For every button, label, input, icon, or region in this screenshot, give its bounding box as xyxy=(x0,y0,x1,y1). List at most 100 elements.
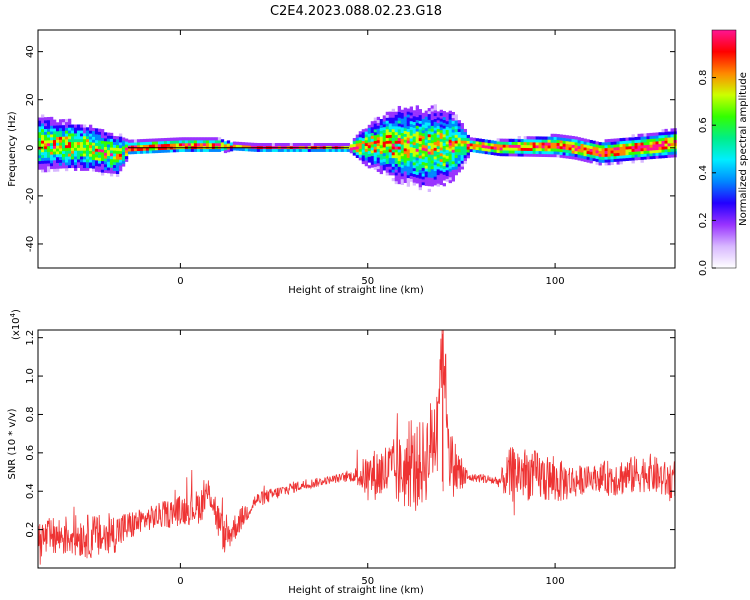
spectrogram-cell xyxy=(433,147,437,151)
spectrogram-cell xyxy=(649,147,653,151)
spectrogram-cell xyxy=(517,144,521,148)
spectrogram-cell xyxy=(61,150,66,154)
spectrogram-cell xyxy=(439,153,443,157)
spectrogram-cell xyxy=(403,165,408,169)
spectrogram-cell xyxy=(235,144,240,148)
spectrogram-cell xyxy=(424,162,428,166)
spectrogram-cell xyxy=(433,112,437,117)
spectrogram-cell xyxy=(73,136,78,140)
spectrogram-cell xyxy=(529,136,533,140)
spectrogram-cell xyxy=(403,179,408,183)
spectrogram-cell xyxy=(55,148,60,152)
spectrogram-cell xyxy=(133,148,138,152)
spectrogram-cell xyxy=(385,143,390,147)
spectrogram-cell xyxy=(373,123,378,127)
spectrogram-cell xyxy=(382,152,387,157)
spectrogram-cell xyxy=(631,148,635,152)
spectrogram-cell xyxy=(406,154,411,158)
spectrogram-cell xyxy=(67,121,72,125)
spectrogram-cell xyxy=(97,140,102,144)
spectrogram-cell xyxy=(655,143,659,148)
spectrogram-cell xyxy=(637,136,641,140)
spectrogram-cell xyxy=(97,151,102,155)
spectrogram-cell xyxy=(613,138,617,142)
spectrogram-cell xyxy=(427,148,431,152)
spectrogram-cell xyxy=(442,183,446,187)
spectrogram-cell xyxy=(379,162,384,166)
spectrogram-cell xyxy=(397,146,402,150)
spectrogram-cell xyxy=(370,150,375,154)
spectrogram-cell xyxy=(211,142,216,147)
spectrogram-cell xyxy=(355,146,360,150)
spectrogram-cell xyxy=(535,150,539,154)
spectrogram-cell xyxy=(433,159,437,163)
spectrogram-cell xyxy=(568,138,572,142)
spectrogram-cell xyxy=(571,153,575,157)
spectrogram-cell xyxy=(454,131,458,135)
spectrogram-cell xyxy=(421,127,425,131)
spectrogram-cell xyxy=(91,139,96,143)
spectrogram-cell xyxy=(493,143,497,147)
spectrogram-cell xyxy=(433,164,437,169)
spectrogram-cell xyxy=(61,139,66,143)
spectrogram-cell xyxy=(52,128,57,132)
spectrogram-cell xyxy=(487,145,491,149)
spectrogram-cell xyxy=(544,153,548,158)
colorbar-gradient xyxy=(712,30,736,268)
spectrogram-cell xyxy=(130,145,135,149)
spectrogram-cell xyxy=(586,153,590,157)
spectrogram-cell xyxy=(451,114,455,119)
spectrogram-cell xyxy=(451,175,455,179)
spectrogram-cell xyxy=(415,163,419,167)
spectrogram-cell xyxy=(325,148,330,152)
spectrogram-cell xyxy=(565,149,569,153)
spectrogram-cell xyxy=(439,176,443,180)
spectrogram-cell xyxy=(463,140,467,144)
spectrogram-cell xyxy=(448,116,452,120)
spectrogram-cell xyxy=(61,127,66,131)
spectrogram-cell xyxy=(280,142,285,147)
spectrogram-cell xyxy=(247,148,252,152)
spectrogram-cell xyxy=(85,133,90,137)
spectrogram-cell xyxy=(55,168,60,172)
spectrogram-cell xyxy=(553,142,557,146)
spectrogram-cell xyxy=(577,157,581,161)
spectrogram-cell xyxy=(460,128,464,132)
spectrogram-cell xyxy=(433,104,437,108)
spectrogram-cell xyxy=(457,154,461,158)
spectrogram-cell xyxy=(448,151,452,155)
spectrogram-cell xyxy=(433,121,437,125)
spectrogram-cell xyxy=(196,137,201,141)
spectrogram-cell xyxy=(568,150,572,154)
spectrogram-cell xyxy=(451,146,455,150)
spectrogram-cell xyxy=(55,162,60,166)
spectrogram-cell xyxy=(38,117,42,121)
spectrogram-cell xyxy=(265,148,270,152)
spectrogram-cell xyxy=(598,159,602,163)
spectrogram-cell xyxy=(82,141,87,145)
spectrogram-cell xyxy=(292,142,297,147)
spectrogram-cell xyxy=(169,143,174,147)
spectrogram-cell xyxy=(430,171,434,175)
spectrogram-cell xyxy=(145,138,150,142)
spectrogram-cell xyxy=(580,152,584,156)
spectrogram-cell xyxy=(394,166,399,170)
spectrogram-cell xyxy=(115,162,120,166)
spectrogram-cell xyxy=(646,133,650,137)
spectrogram-cell xyxy=(523,139,527,143)
spectrogram-cell xyxy=(100,163,105,167)
snr-xlabel: Height of straight line (km) xyxy=(288,585,424,596)
spectrogram-cell xyxy=(394,114,399,118)
spectrogram-cell xyxy=(616,155,620,159)
spectrogram-cell xyxy=(445,144,449,148)
spectrogram-cell xyxy=(223,141,228,145)
spectrogram-cell xyxy=(478,147,482,151)
spectrogram-cell xyxy=(67,164,72,169)
spectrogram-cell xyxy=(508,153,512,157)
spectrogram-cell xyxy=(67,133,72,137)
spectrogram-cell xyxy=(133,139,138,143)
spectrogram-cell xyxy=(157,141,162,145)
spectrogram-cell xyxy=(385,126,390,130)
spectrogram-cell xyxy=(409,172,414,177)
